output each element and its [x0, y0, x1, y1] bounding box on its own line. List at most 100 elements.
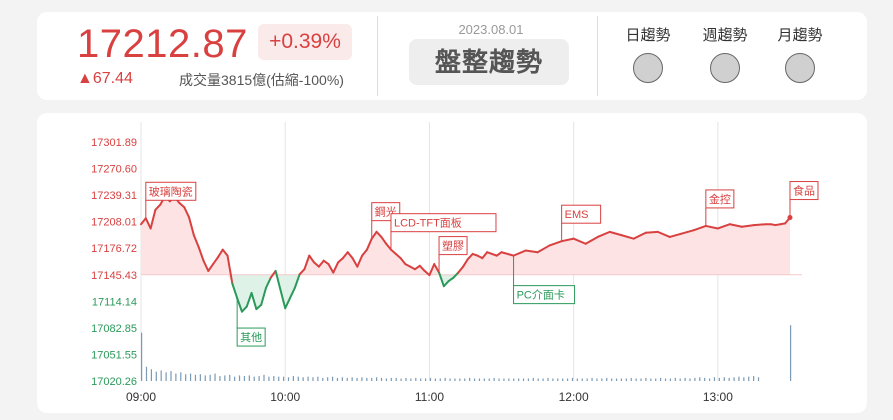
annotation-box [438, 236, 468, 256]
annotation-label: LCD-TFT面板 [394, 216, 462, 230]
volume-bar [615, 378, 618, 381]
volume-bar [601, 378, 603, 381]
price-line-segment [346, 251, 354, 260]
price-line-segment [656, 230, 671, 238]
volume-bar [571, 377, 574, 381]
annotation-label: 塑膠 [442, 239, 464, 253]
price-line-segment [608, 230, 623, 237]
price-line-segment [428, 263, 436, 277]
volume-bar [292, 376, 294, 381]
price-line-segment [740, 224, 755, 228]
divider [597, 16, 598, 96]
price-line-segment [692, 224, 707, 232]
volume-bar [327, 377, 329, 381]
volume-bar [503, 378, 505, 381]
volume-bar [664, 378, 667, 381]
volume-bar [518, 378, 520, 381]
volume-bar [287, 377, 290, 381]
price-line-segment [303, 254, 311, 271]
volume-bar [723, 377, 725, 381]
price-line-segment [668, 232, 683, 238]
volume-bar [650, 378, 652, 381]
volume-bar [522, 378, 525, 381]
volume-bar [302, 377, 304, 381]
volume-bar [361, 377, 363, 381]
volume-bar [694, 377, 696, 381]
volume-bar [224, 375, 226, 381]
volume-bar [238, 375, 241, 381]
price-line-segment [380, 235, 388, 245]
annotation-label: PC介面卡 [517, 289, 565, 302]
price-line-segment [144, 217, 152, 230]
change-points: ▲67.44 [77, 70, 133, 87]
volume-bar [611, 378, 613, 381]
price-line-segment [317, 259, 325, 268]
price-line-segment [202, 259, 210, 272]
monthly-trend-label: 月趨勢 [777, 27, 823, 44]
volume-bar [586, 378, 588, 381]
market-trend-button[interactable]: 盤整趨勢 [409, 39, 569, 85]
annotation-label: 食品 [793, 184, 815, 198]
area-below-reference [141, 274, 790, 312]
volume-bar [170, 371, 172, 381]
volume-bar [258, 376, 260, 381]
price-line-segment [197, 246, 205, 262]
volume-bar [733, 377, 735, 381]
volume-bar [204, 375, 206, 381]
price-line-segment [680, 229, 695, 235]
weekly-trend-indicator [710, 53, 740, 83]
volume-bar [669, 378, 671, 381]
volume-bar [376, 377, 378, 381]
y-tick-label: 17082.85 [91, 323, 137, 335]
price-line-segment [524, 249, 539, 254]
volume-bar [718, 377, 720, 381]
volume-bar [789, 325, 792, 381]
price-line-segment [240, 305, 248, 313]
volume-bar [155, 371, 157, 381]
volume-bar [420, 378, 422, 381]
price-line-segment [236, 297, 243, 313]
volume-bar [317, 376, 319, 381]
price-line-segment [221, 248, 229, 257]
y-tick-label: 17176.72 [91, 243, 137, 255]
price-line-segment [284, 297, 292, 310]
price-line-segment [250, 291, 258, 311]
annotation-label: EMS [565, 209, 589, 221]
annotation-box [236, 327, 266, 347]
volume-bar [655, 378, 657, 381]
x-tick-label: 13:00 [703, 390, 733, 404]
change-percent-badge: +0.39% [258, 24, 352, 60]
volume-bar [410, 378, 412, 381]
price-line-segment [399, 257, 407, 266]
price-line-segment [279, 288, 287, 310]
volume-bar [562, 378, 564, 381]
price-line-segment [466, 252, 474, 261]
volume-bar [219, 376, 221, 381]
price-line-segment [418, 264, 426, 272]
price-line-segment [260, 286, 267, 306]
divider [377, 16, 378, 96]
volume-bar [400, 378, 402, 381]
volume-bar [493, 377, 495, 381]
volume-bar [728, 377, 730, 381]
price-line-segment [231, 282, 239, 300]
price-line-segment [255, 303, 263, 311]
volume-bar [278, 376, 280, 381]
volume-bar [234, 376, 236, 381]
volume-bar [268, 376, 270, 381]
volume-bar [160, 370, 162, 381]
price-line-segment [351, 257, 359, 268]
volume-bar [738, 376, 740, 381]
annotation-box [789, 181, 819, 201]
annotation-box [390, 213, 497, 233]
volume-bar [180, 372, 182, 381]
y-tick-label: 17051.55 [91, 349, 137, 361]
summary-card: 17212.87 +0.39% ▲67.44 成交量3815億(估縮-100%)… [37, 12, 867, 100]
x-tick-label: 11:00 [415, 390, 444, 404]
volume-bar [444, 377, 446, 381]
annotation-box [561, 204, 602, 224]
volume-bar [684, 377, 686, 381]
volume-bar [449, 378, 451, 381]
price-line-segment [341, 251, 349, 260]
y-tick-label: 17208.01 [91, 217, 137, 229]
